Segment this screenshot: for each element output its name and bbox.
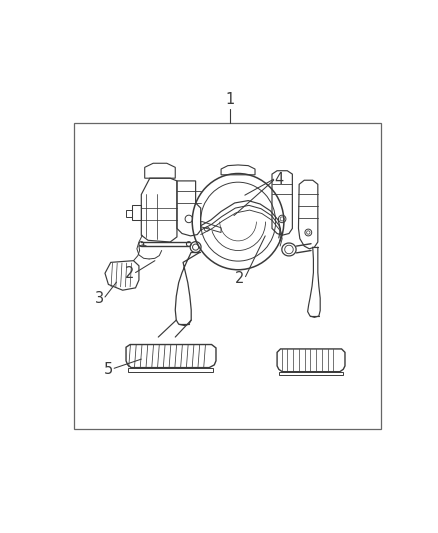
Text: 3: 3 bbox=[95, 291, 104, 306]
Text: 2: 2 bbox=[125, 266, 134, 281]
Text: 5: 5 bbox=[104, 362, 113, 377]
Text: 1: 1 bbox=[225, 92, 234, 107]
Text: 2: 2 bbox=[235, 271, 244, 286]
Text: 4: 4 bbox=[275, 172, 284, 187]
